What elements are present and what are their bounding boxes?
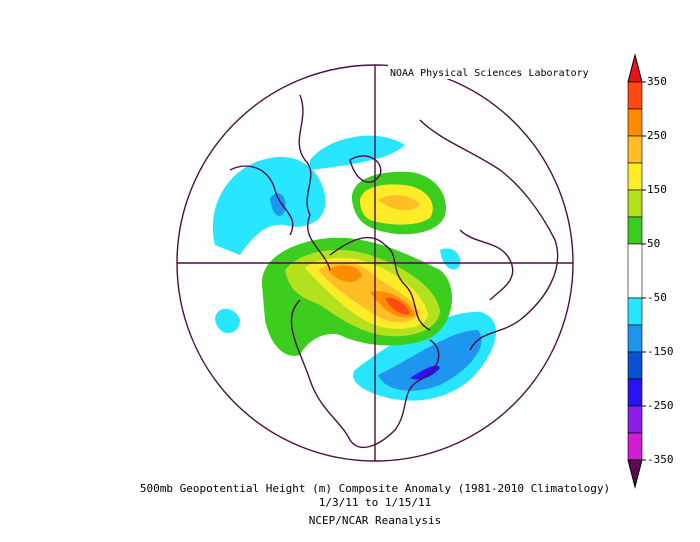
caption-line: 1/3/11 to 1/15/11 [319, 496, 432, 509]
colorbar-segment [627, 162, 643, 191]
credit: NOAA Physical Sciences Laboratory [390, 68, 589, 79]
anomaly-area [270, 193, 286, 216]
colorbar-arrow [627, 459, 643, 489]
coastline [229, 165, 294, 236]
colorbar-segment [627, 297, 643, 326]
anomaly-area [328, 265, 362, 282]
coastline [290, 299, 440, 449]
credit-box [388, 65, 574, 79]
map [176, 64, 574, 462]
colorbar-segment [627, 378, 643, 407]
coastlines [229, 94, 559, 449]
colorbar-label: -50 [647, 291, 667, 304]
coastline [349, 155, 382, 183]
colorbar-segment [627, 324, 643, 353]
coastline [298, 94, 331, 271]
anomaly-area [215, 308, 240, 334]
colorbar-segment [627, 135, 643, 164]
colorbar-label: -350 [647, 453, 674, 466]
colorbar-segment [627, 243, 643, 299]
colorbar-label: -150 [647, 345, 674, 358]
anomaly-area [410, 365, 440, 380]
caption-line: 500mb Geopotential Height (m) Composite … [140, 482, 610, 495]
colorbar-segment [627, 216, 643, 245]
colorbar-label: 250 [647, 129, 667, 142]
anomaly-area [310, 135, 405, 170]
colorbar-segment [627, 432, 643, 461]
colorbar-segment [627, 405, 643, 434]
colorbar-label: -250 [647, 399, 674, 412]
map-border [176, 64, 574, 462]
colorbar-arrow [627, 53, 643, 83]
anomaly-area [385, 297, 410, 315]
coastline [459, 229, 514, 301]
colorbar-segment [627, 81, 643, 110]
anomaly-area [378, 195, 420, 211]
anomaly-area [378, 330, 482, 391]
colorbar-label: 350 [647, 75, 667, 88]
colorbar-segment [627, 351, 643, 380]
colorbar: 350 250 150 50 -50 -150 -250 -350 [627, 53, 674, 489]
coastline [419, 119, 559, 351]
anomaly-field [212, 135, 497, 401]
colorbar-segment [627, 189, 643, 218]
anomaly-area [212, 156, 326, 255]
colorbar-segment [627, 108, 643, 137]
caption-line: NCEP/NCAR Reanalysis [309, 514, 441, 527]
colorbar-label: 50 [647, 237, 660, 250]
anomaly-area [440, 248, 461, 270]
colorbar-label: 150 [647, 183, 667, 196]
